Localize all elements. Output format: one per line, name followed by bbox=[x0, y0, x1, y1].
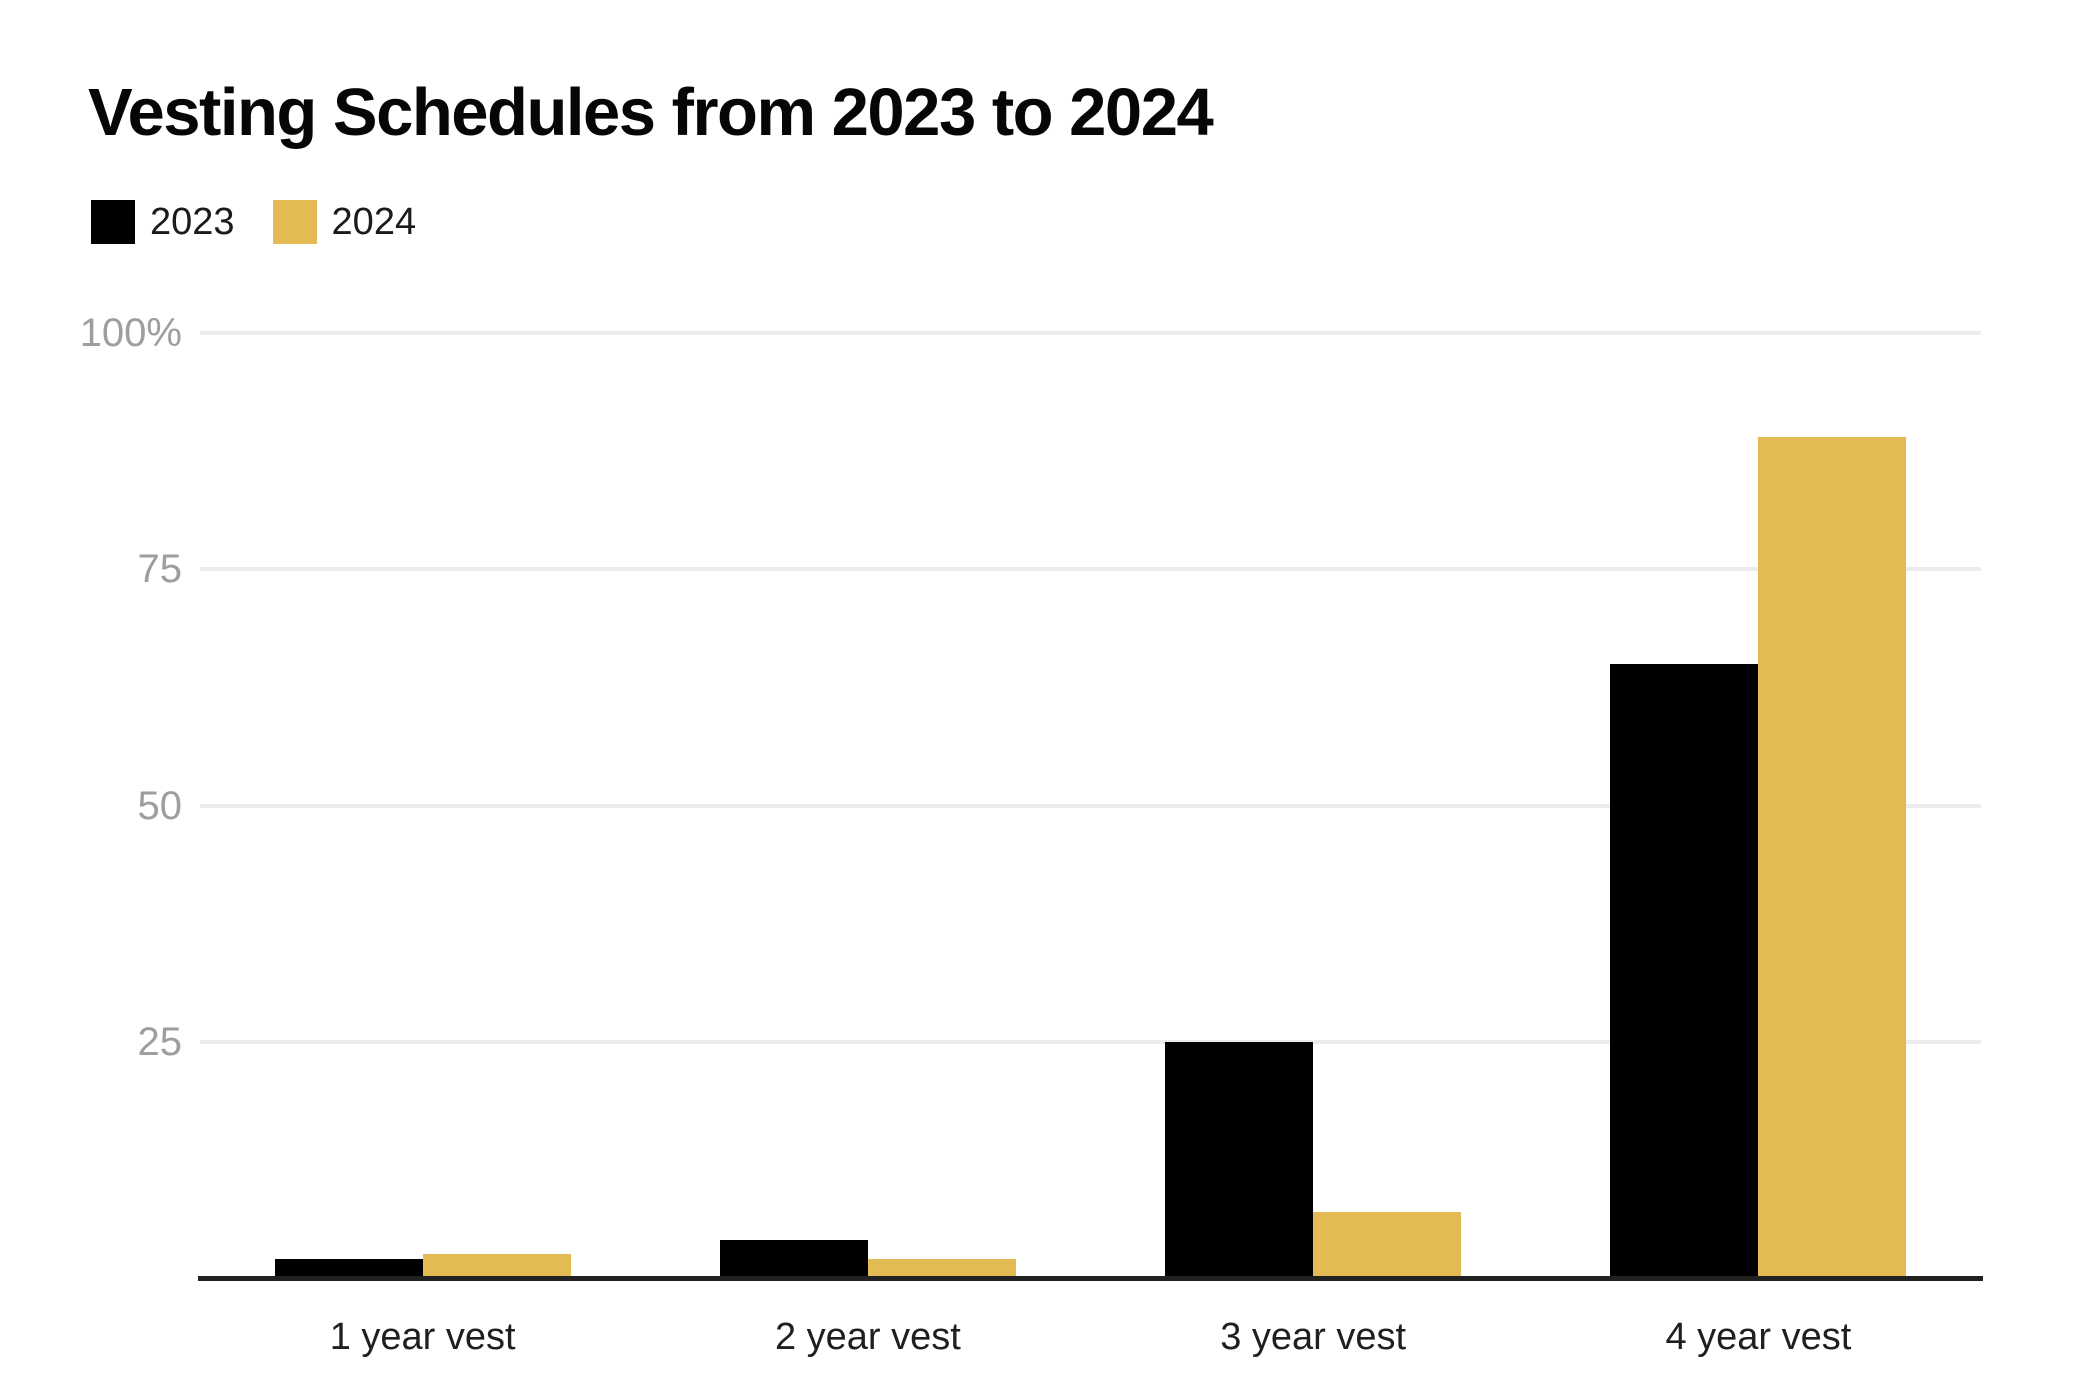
x-label-4-year-vest: 4 year vest bbox=[1665, 1316, 1852, 1358]
bars-layer bbox=[200, 333, 1981, 1278]
x-axis-labels: 1 year vest 2 year vest 3 year vest 4 year … bbox=[200, 1314, 1981, 1360]
chart-legend: 2023 2024 bbox=[91, 200, 416, 244]
gridline-25 bbox=[200, 1039, 1981, 1044]
x-label-2-year-vest: 2 year vest bbox=[774, 1316, 961, 1358]
bar-group-4-year-vest bbox=[1536, 333, 1981, 1278]
y-tick-label: 50 bbox=[137, 783, 183, 828]
bar-2024-1-year-vest bbox=[422, 1254, 571, 1278]
bar-group-2-year-vest bbox=[645, 333, 1090, 1278]
plot-area bbox=[200, 331, 1981, 1278]
bar-2024-2-year-vest bbox=[867, 1259, 1016, 1278]
y-tick-label: 75 bbox=[137, 547, 183, 592]
legend-label: 2024 bbox=[331, 201, 417, 243]
bar-group-3-year-vest bbox=[1091, 333, 1536, 1278]
legend-item-2023: 2023 bbox=[91, 200, 235, 244]
legend-swatch-2023 bbox=[91, 200, 135, 244]
chart-title: Vesting Schedules from 2023 to 2024 bbox=[88, 75, 1214, 150]
x-axis-line bbox=[198, 1276, 1983, 1281]
bar-2024-3-year-vest bbox=[1313, 1211, 1462, 1278]
y-tick-label: 25 bbox=[137, 1019, 183, 1064]
legend-item-2024: 2024 bbox=[272, 200, 417, 244]
x-label-3-year-vest: 3 year vest bbox=[1220, 1316, 1407, 1358]
bar-2023-4-year-vest bbox=[1610, 663, 1759, 1278]
legend-swatch-2024 bbox=[272, 200, 317, 244]
gridline-100- bbox=[200, 331, 1981, 335]
bar-2024-4-year-vest bbox=[1758, 436, 1907, 1278]
y-tick-label: 100% bbox=[79, 311, 182, 355]
bar-2023-2-year-vest bbox=[719, 1240, 868, 1278]
bar-group-1-year-vest bbox=[200, 333, 645, 1278]
gridline-75 bbox=[200, 567, 1981, 572]
legend-label: 2023 bbox=[150, 201, 235, 243]
bar-2023-1-year-vest bbox=[274, 1259, 423, 1278]
bar-2023-3-year-vest bbox=[1165, 1041, 1314, 1278]
x-label-1-year-vest: 1 year vest bbox=[329, 1316, 516, 1358]
gridline-50 bbox=[200, 803, 1981, 808]
